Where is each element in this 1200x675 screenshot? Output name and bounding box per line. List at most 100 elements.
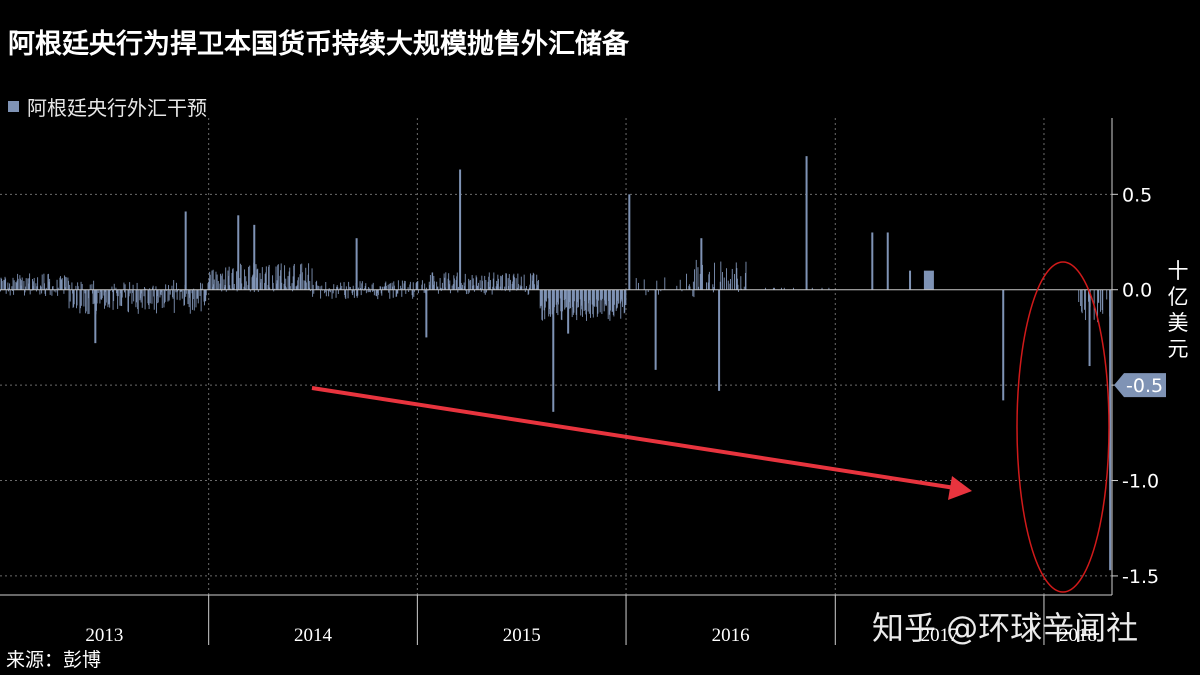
bar — [401, 280, 403, 290]
highlight-ellipse — [1016, 261, 1110, 593]
bar — [560, 289, 562, 312]
bar — [499, 286, 501, 290]
bar — [5, 289, 7, 294]
bar — [536, 285, 538, 290]
bar — [828, 287, 830, 290]
bar — [41, 289, 43, 294]
bar — [1083, 289, 1085, 310]
bar — [596, 289, 598, 317]
bar — [448, 284, 450, 290]
bar — [140, 289, 141, 299]
bar-spike — [886, 232, 889, 290]
bar — [529, 273, 531, 290]
bar — [452, 284, 454, 290]
bar — [340, 282, 342, 290]
bar — [415, 283, 417, 290]
bar — [327, 289, 329, 291]
bar — [436, 287, 438, 290]
bar — [513, 277, 515, 290]
bar — [364, 286, 366, 290]
bar — [63, 289, 65, 294]
bar — [67, 277, 69, 290]
bar — [360, 288, 362, 290]
bar-spike — [425, 289, 428, 338]
x-tick-label: 2017 — [921, 625, 959, 646]
y-tick-label: -1.0 — [1122, 471, 1159, 493]
bar — [225, 289, 227, 292]
bar — [180, 289, 181, 292]
bar — [428, 281, 430, 290]
bar — [475, 275, 477, 290]
bar-spike — [552, 289, 555, 412]
bar — [256, 277, 258, 290]
bar — [128, 289, 130, 297]
bar — [445, 272, 447, 290]
bar — [523, 274, 525, 290]
bar — [708, 271, 710, 290]
bar — [433, 281, 435, 290]
bar — [280, 263, 282, 290]
bar — [555, 289, 557, 305]
bar — [164, 289, 166, 302]
bar — [389, 289, 391, 299]
bar — [189, 289, 191, 298]
bar — [456, 272, 458, 290]
bar — [424, 289, 426, 293]
bar — [517, 273, 519, 290]
bar — [283, 283, 285, 290]
bar — [312, 289, 314, 297]
bar — [489, 280, 491, 290]
bar — [408, 289, 410, 292]
bar — [453, 275, 455, 290]
bar — [132, 289, 133, 293]
bar — [8, 289, 9, 292]
bar — [545, 289, 547, 301]
bar — [580, 289, 582, 310]
bar — [455, 280, 457, 290]
bar — [51, 289, 53, 296]
bar — [285, 278, 287, 290]
bar — [588, 289, 590, 314]
bar — [276, 283, 278, 290]
bar — [317, 285, 319, 290]
bar — [477, 282, 479, 290]
bar — [505, 273, 507, 290]
bar — [44, 283, 45, 290]
bar — [292, 289, 294, 292]
bar — [88, 289, 89, 299]
bar — [821, 287, 823, 290]
bar — [512, 275, 514, 290]
bar — [421, 280, 423, 290]
bar — [487, 281, 489, 290]
bar — [140, 289, 142, 303]
bar — [101, 289, 103, 300]
bar — [658, 289, 659, 295]
bar — [688, 285, 690, 290]
bar — [75, 285, 77, 290]
bar — [734, 274, 735, 290]
bar-spike — [184, 211, 187, 290]
bar — [621, 289, 623, 302]
bar — [305, 267, 307, 290]
bar — [469, 279, 471, 290]
bar — [681, 289, 683, 292]
bar — [598, 289, 599, 301]
bar — [360, 289, 362, 296]
bar — [81, 284, 83, 290]
bar — [296, 286, 298, 290]
bar — [212, 269, 214, 290]
bar — [508, 274, 510, 290]
bar — [32, 279, 33, 290]
bar — [540, 289, 542, 307]
bar-block — [923, 270, 934, 290]
bar — [277, 265, 279, 290]
bar — [41, 274, 43, 290]
bar — [80, 281, 82, 290]
bar — [337, 289, 339, 294]
chart-title: 阿根廷央行为捍卫本国货币持续大规模抛售外汇储备 — [8, 29, 629, 60]
bar — [4, 276, 6, 290]
bar — [251, 277, 253, 290]
bar — [157, 289, 159, 304]
bar — [180, 289, 182, 292]
bar — [540, 289, 542, 306]
